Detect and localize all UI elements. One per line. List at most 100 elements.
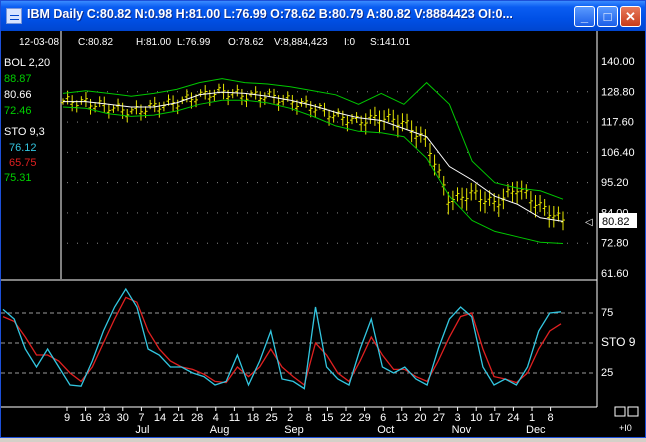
x-day-label: 28	[191, 412, 203, 424]
grid-dot	[177, 212, 178, 214]
grid-dot	[367, 151, 368, 153]
grid-dot	[87, 91, 88, 93]
grid-dot	[257, 182, 258, 184]
grid-dot	[417, 151, 418, 153]
grid-dot	[467, 212, 468, 214]
grid-dot	[137, 151, 138, 153]
chart-app-icon[interactable]	[6, 8, 22, 24]
x-month-label: Nov	[452, 424, 472, 436]
grid-dot	[67, 212, 68, 214]
grid-dot	[187, 182, 188, 184]
x-day-label: 4	[213, 412, 219, 424]
grid-dot	[117, 151, 118, 153]
grid-dot	[567, 242, 568, 244]
grid-dot	[547, 151, 548, 153]
current-price-label: 80.82	[602, 216, 630, 228]
grid-dot	[127, 182, 128, 184]
grid-dot	[467, 91, 468, 93]
grid-dot	[227, 212, 228, 214]
x-day-label: 22	[340, 412, 352, 424]
grid-dot	[267, 182, 268, 184]
x-month-label: Aug	[210, 424, 230, 436]
price-chart-svg[interactable]: 12-03-08 C:80.82 H:81.00 L:76.99 O:78.62…	[1, 31, 645, 437]
grid-dot	[367, 242, 368, 244]
grid-dot	[207, 91, 208, 93]
grid-dot	[357, 91, 358, 93]
grid-dot	[287, 121, 288, 123]
grid-dot	[337, 242, 338, 244]
grid-dot	[297, 151, 298, 153]
grid-dot	[87, 242, 88, 244]
grid-dot	[67, 121, 68, 123]
grid-dot	[197, 182, 198, 184]
grid-dot	[537, 212, 538, 214]
x-day-label: 27	[433, 412, 445, 424]
grid-dot	[517, 212, 518, 214]
grid-dot	[527, 121, 528, 123]
grid-dot	[307, 242, 308, 244]
x-day-label: 15	[321, 412, 333, 424]
grid-dot	[117, 212, 118, 214]
grid-dot	[517, 242, 518, 244]
minimize-button[interactable]: _	[574, 6, 595, 27]
grid-dot	[307, 151, 308, 153]
grid-dot	[77, 212, 78, 214]
grid-dot	[277, 151, 278, 153]
maximize-button[interactable]: □	[597, 6, 618, 27]
grid-dot	[317, 212, 318, 214]
grid-dot	[127, 212, 128, 214]
x-month-label: Sep	[284, 424, 304, 436]
grid-dot	[117, 91, 118, 93]
grid-dot	[577, 242, 578, 244]
sto-reference-lines	[1, 312, 595, 374]
grid-dot	[197, 151, 198, 153]
corner-box-left-icon[interactable]	[614, 406, 626, 417]
x-day-label: 25	[265, 412, 277, 424]
grid-dot	[437, 121, 438, 123]
grid-dot	[137, 121, 138, 123]
x-day-label: 23	[98, 412, 110, 424]
price-tick-label: 95.20	[601, 177, 629, 189]
grid-dot	[177, 121, 178, 123]
grid-dot	[437, 91, 438, 93]
grid-dot	[307, 91, 308, 93]
price-tick-label: 140.00	[601, 56, 635, 68]
grid-dot	[127, 242, 128, 244]
grid-dot	[447, 242, 448, 244]
grid-dot	[367, 182, 368, 184]
grid-dot	[217, 151, 218, 153]
grid-dot	[367, 91, 368, 93]
x-day-label: 21	[172, 412, 184, 424]
title-bar[interactable]: IBM Daily C:80.82 N:0.98 H:81.00 L:76.99…	[1, 1, 645, 31]
grid-dot	[297, 212, 298, 214]
grid-dot	[547, 212, 548, 214]
close-button[interactable]: ✕	[620, 6, 641, 27]
grid-dot	[127, 91, 128, 93]
corner-box-right-icon[interactable]	[627, 406, 639, 417]
grid-dot	[237, 182, 238, 184]
grid-dot	[577, 212, 578, 214]
grid-dot	[497, 182, 498, 184]
grid-dot	[477, 212, 478, 214]
x-month-label: Jul	[135, 424, 149, 436]
grid-dot	[507, 151, 508, 153]
grid-dot	[167, 182, 168, 184]
grid-dot	[517, 121, 518, 123]
grid-dot	[527, 151, 528, 153]
grid-dot	[357, 212, 358, 214]
grid-dot	[577, 121, 578, 123]
grid-dot	[187, 121, 188, 123]
grid-dot	[317, 151, 318, 153]
grid-dot	[327, 91, 328, 93]
chart-area[interactable]: 12-03-08 C:80.82 H:81.00 L:76.99 O:78.62…	[1, 31, 645, 437]
grid-dot	[567, 121, 568, 123]
grid-dot	[217, 91, 218, 93]
grid-dot	[407, 182, 408, 184]
grid-dot	[447, 182, 448, 184]
grid-dot	[347, 151, 348, 153]
grid-dot	[347, 242, 348, 244]
grid-dot	[477, 121, 478, 123]
grid-dot	[157, 151, 158, 153]
grid-dot	[397, 151, 398, 153]
grid-dot	[587, 212, 588, 214]
